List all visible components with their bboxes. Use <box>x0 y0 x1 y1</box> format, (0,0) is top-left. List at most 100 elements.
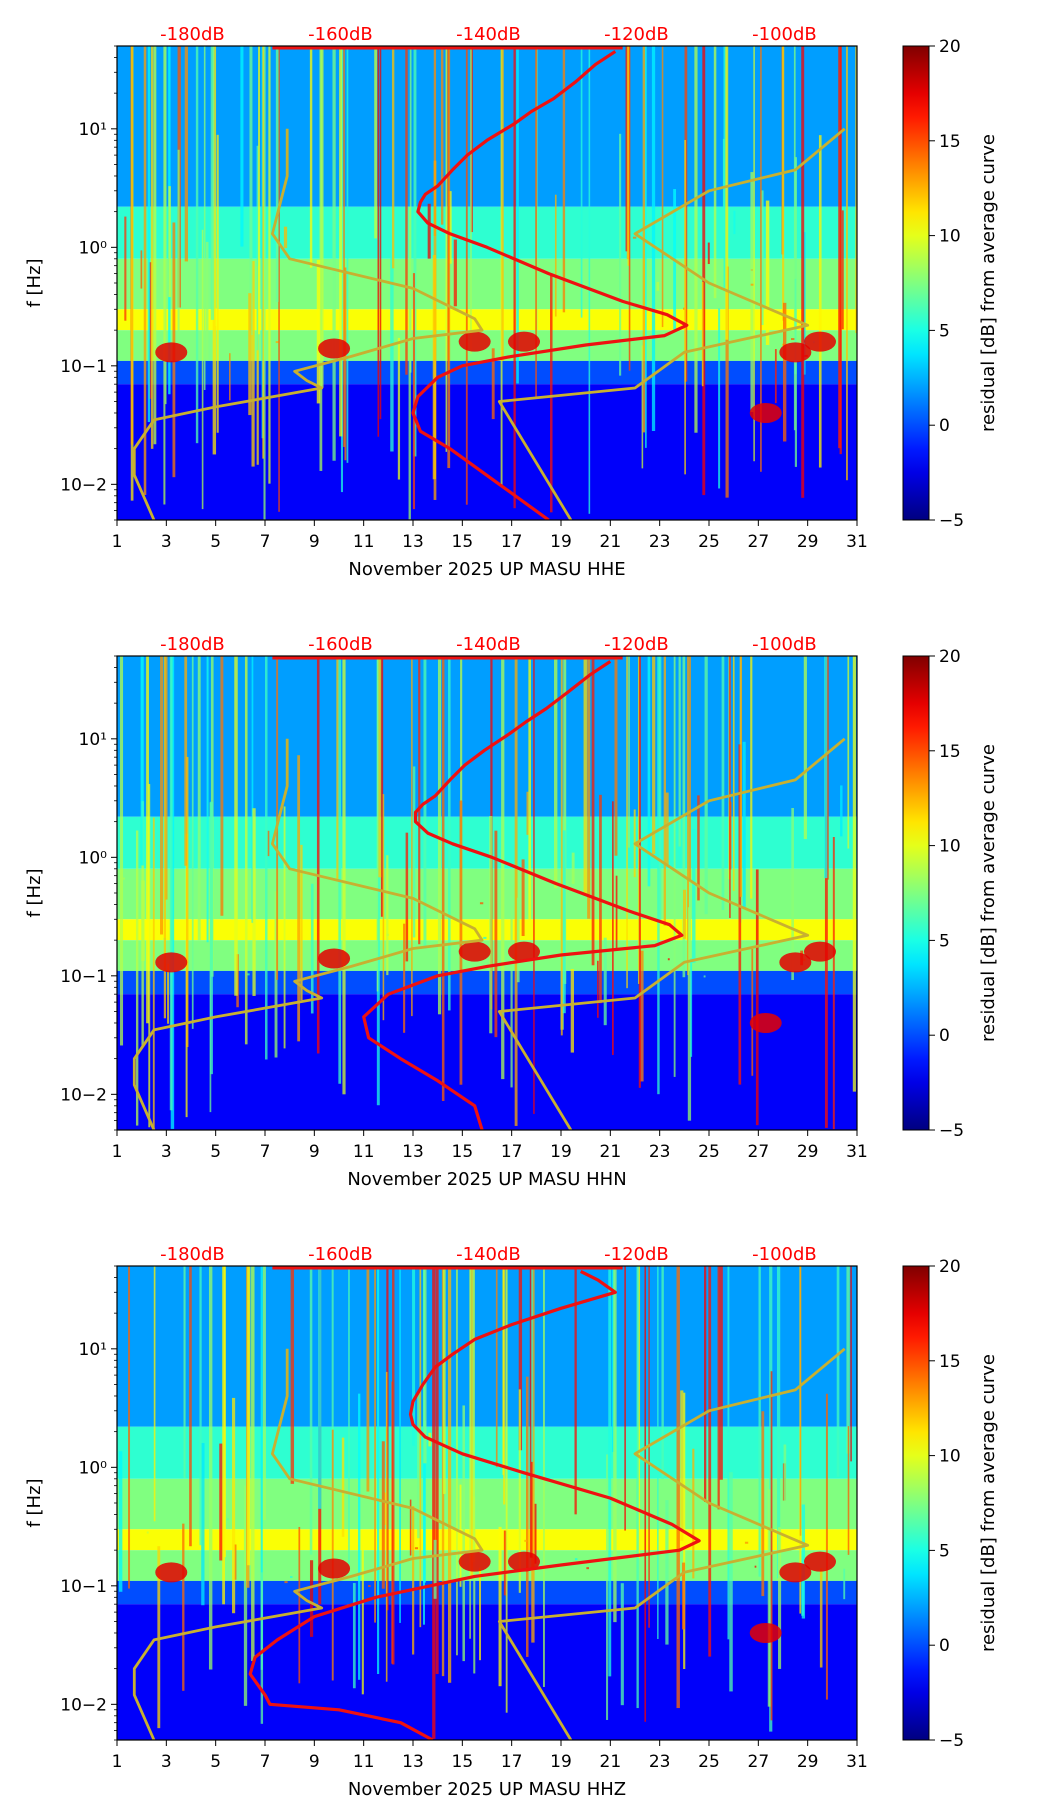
spectrogram-streak <box>483 936 487 939</box>
colorbar: −5 0 5 10 15 20 residual [dB] from average cur… <box>902 37 999 531</box>
x-tick-label: 11 <box>353 1752 375 1772</box>
spectrogram-band <box>117 46 857 207</box>
x-tick-label: 5 <box>210 1142 221 1162</box>
spectrogram-streak <box>248 293 252 416</box>
spectrogram-streak <box>258 46 260 335</box>
spectrogram-streak <box>516 46 519 384</box>
spectrogram-streak <box>534 1503 537 1564</box>
spectrogram-streak <box>758 1266 761 1577</box>
average-psd-curve <box>362 660 684 1130</box>
spectrogram-streak <box>232 1397 236 1614</box>
spectrogram-streak <box>803 656 807 840</box>
x-tick-label: 31 <box>846 532 868 552</box>
spectrogram-streak <box>456 1266 458 1656</box>
x-tick-label: 13 <box>402 532 424 552</box>
spectrogram-streak <box>803 232 806 375</box>
x-tick-label: 29 <box>797 1752 819 1772</box>
spectrogram-streak <box>597 960 599 1018</box>
spectrogram-streak <box>443 1266 446 1494</box>
spectrogram-streak <box>574 1266 577 1515</box>
spectrogram-streak <box>727 1266 730 1640</box>
spectrogram-streak <box>628 46 631 371</box>
spectrogram-streak <box>750 283 754 286</box>
spectrogram-streak <box>738 744 742 1085</box>
spectrogram-streak <box>195 46 199 444</box>
colorbar-tick-label: 20 <box>939 1257 961 1277</box>
colorbar-tick-label: 5 <box>939 931 950 951</box>
spectrogram-streak <box>717 1266 720 1510</box>
spectrogram-streak <box>613 1266 617 1623</box>
spectrogram-streak <box>390 218 394 452</box>
spectrogram-streak <box>289 1576 293 1579</box>
spectrogram-streak <box>368 1584 371 1587</box>
y-tick-label: 10−1 <box>60 1577 107 1597</box>
y-tick-label: 10−1 <box>60 967 107 987</box>
colorbar-tick-label: −5 <box>939 1121 964 1141</box>
db-scale-label: -140dB <box>456 1244 521 1265</box>
spectrogram-streak <box>283 226 288 249</box>
colorbar-tick-label: −5 <box>939 511 964 531</box>
y-tick-label: 10−2 <box>60 1085 107 1105</box>
spectrogram-band <box>117 1580 857 1605</box>
spectrogram-streak <box>841 210 844 330</box>
spectrogram-hotspot <box>458 941 491 962</box>
spectrogram-streak <box>825 1393 828 1700</box>
spectrogram-streak <box>690 958 693 1057</box>
spectrogram-streak <box>247 973 250 976</box>
spectrogram-streak <box>765 200 770 346</box>
spectrogram-streak <box>119 656 124 1046</box>
spectrogram-streak <box>701 282 704 387</box>
spectrogram-hotspot <box>804 1551 836 1572</box>
spectrogram-streak <box>249 46 253 336</box>
x-axis-label: November 2025 UP MASU HHN <box>347 1169 626 1190</box>
spectrogram-hotspot <box>508 331 540 352</box>
spectrogram-streak <box>459 1484 462 1587</box>
spectrogram-streak <box>344 267 347 461</box>
db-scale-label: -120dB <box>604 634 669 655</box>
spectrogram-streak <box>729 656 731 919</box>
spectrogram-image <box>117 1266 857 1740</box>
spectrogram-hotspot <box>508 1551 540 1572</box>
spectrogram-streak <box>336 656 339 880</box>
colorbar-gradient <box>902 45 930 521</box>
spectrogram-streak <box>574 1558 578 1561</box>
spectrogram-streak <box>682 889 687 939</box>
spectrogram-streak <box>657 1266 659 1640</box>
db-scale-label: -180dB <box>160 24 225 45</box>
spectrogram-streak <box>417 1390 421 1539</box>
spectrogram-streak <box>667 958 670 961</box>
spectrogram-streak <box>479 902 484 905</box>
spectrogram-streak <box>470 46 472 354</box>
spectrogram-streak <box>761 1411 765 1597</box>
spectrogram-streak <box>184 656 188 866</box>
y-tick-label: 10⁰ <box>79 1458 108 1478</box>
spectrogram-streak <box>494 830 498 1038</box>
spectrogram-streak <box>339 46 343 437</box>
spectrogram-streak <box>510 908 513 1088</box>
x-tick-label: 31 <box>846 1142 868 1162</box>
x-tick-label: 25 <box>698 1142 720 1162</box>
spectrogram-streak <box>278 46 280 512</box>
spectrogram-image <box>117 46 857 520</box>
spectrogram-streak <box>751 948 754 1076</box>
spectrogram-streak <box>215 308 218 326</box>
spectrogram-streak <box>636 1266 639 1709</box>
spectrogram-streak <box>580 46 583 318</box>
colorbar-label: residual [dB] from average curve <box>978 134 999 432</box>
spectrogram-streak <box>419 1266 422 1628</box>
spectrogram-streak <box>626 656 628 989</box>
spectrogram-streak <box>843 1568 846 1600</box>
spectrogram-streak <box>516 897 520 983</box>
spectrogram-streak <box>169 656 173 1111</box>
spectrogram-streak <box>713 46 717 299</box>
spectrogram-streak <box>264 656 268 1060</box>
spectrogram-streak <box>606 1454 609 1720</box>
spectrogram-streak <box>163 46 166 505</box>
spectrogram-streak <box>275 46 279 302</box>
spectrogram-streak <box>374 1266 376 1623</box>
spectrogram-streak <box>615 875 618 949</box>
spectrogram-streak <box>348 1266 350 1565</box>
spectrogram-streak <box>219 1443 223 1561</box>
spectrogram-streak <box>316 259 321 404</box>
spectrogram-streak <box>183 1266 186 1479</box>
